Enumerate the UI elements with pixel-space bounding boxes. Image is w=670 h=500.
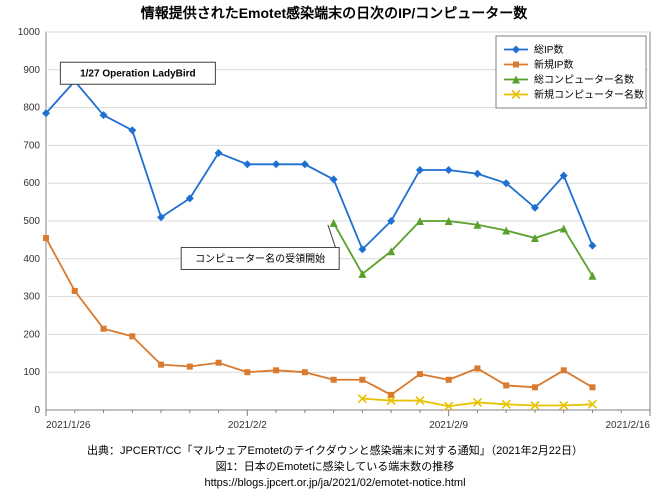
- svg-text:600: 600: [23, 178, 40, 189]
- svg-text:総IP数: 総IP数: [534, 43, 563, 56]
- svg-text:700: 700: [23, 140, 40, 151]
- emotet-chart: 情報提供されたEmotet感染端末の日次のIP/コンピューター数 0 100 200 3…: [0, 0, 668, 440]
- svg-text:1/27 Operation LadyBird: 1/27 Operation LadyBird: [80, 69, 196, 80]
- svg-text:100: 100: [23, 367, 40, 378]
- svg-text:新規コンピューター名数: 新規コンピューター名数: [534, 88, 644, 101]
- svg-text:2021/2/2: 2021/2/2: [228, 420, 267, 431]
- svg-text:300: 300: [23, 292, 40, 303]
- annotation-op_ladybird: 1/27 Operation LadyBird: [60, 62, 215, 84]
- svg-text:新規IP数: 新規IP数: [534, 58, 573, 71]
- svg-text:コンピューター名の受領開始: コンピューター名の受領開始: [195, 252, 325, 265]
- svg-text:200: 200: [23, 329, 40, 340]
- caption-line-1: 出典：JPCERT/CC「マルウェアEmotetのテイクダウンと感染端末に対する…: [87, 445, 583, 457]
- svg-text:0: 0: [34, 405, 40, 416]
- caption-line-3: https://blogs.jpcert.or.jp/ja/2021/02/em…: [204, 477, 465, 489]
- chart-caption: 出典：JPCERT/CC「マルウェアEmotetのテイクダウンと感染端末に対する…: [0, 440, 670, 500]
- svg-text:400: 400: [23, 254, 40, 265]
- svg-text:500: 500: [23, 216, 40, 227]
- svg-text:800: 800: [23, 103, 40, 114]
- svg-text:総コンピューター名数: 総コンピューター名数: [534, 73, 634, 86]
- svg-text:情報提供されたEmotet感染端末の日次のIP/コンピュータ: 情報提供されたEmotet感染端末の日次のIP/コンピューター数: [141, 5, 529, 21]
- svg-text:2021/2/16: 2021/2/16: [606, 420, 651, 431]
- svg-text:2021/1/26: 2021/1/26: [46, 420, 91, 431]
- legend: 総IP数新規IP数総コンピューター名数新規コンピューター名数: [496, 36, 646, 108]
- svg-text:2021/2/9: 2021/2/9: [429, 420, 468, 431]
- svg-text:1000: 1000: [18, 27, 41, 38]
- caption-line-2: 図1：日本のEmotetに感染している端末数の推移: [216, 461, 455, 473]
- svg-text:900: 900: [23, 65, 40, 76]
